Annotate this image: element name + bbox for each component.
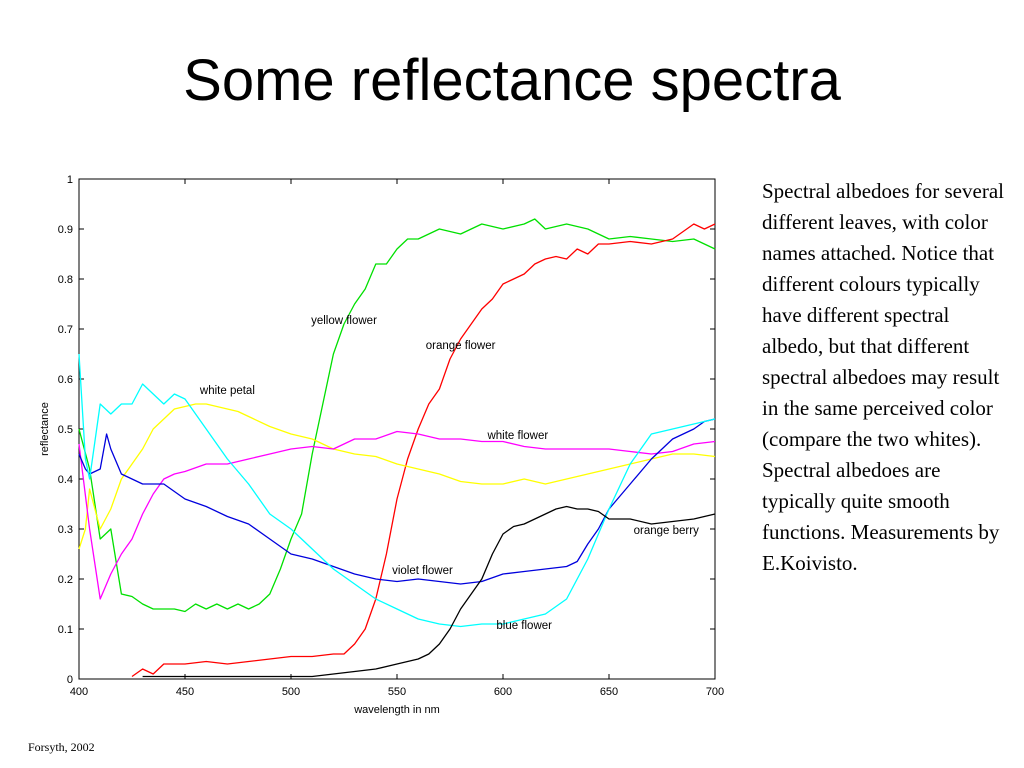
y-tick-label: 0.4 [58, 474, 73, 486]
series-line-yellow-flower [78, 218, 716, 613]
series-label-white-flower: white flower [486, 430, 548, 442]
series-line-orange-flower [131, 223, 716, 678]
y-tick-label: 0 [67, 674, 73, 686]
x-tick-label: 600 [494, 686, 512, 698]
plot-frame [78, 178, 716, 680]
x-tick-label: 450 [176, 686, 194, 698]
x-tick-label: 550 [388, 686, 406, 698]
x-tick-label: 500 [282, 686, 300, 698]
x-tick-label: 400 [70, 686, 88, 698]
series-label-orange-berry: orange berry [634, 525, 699, 537]
y-axis-label: reflectance [39, 402, 51, 456]
chart-axes: 400 450 500 550 600 650 700 0 0.1 0.2 0.3 0.4 0.5 0.6… [58, 174, 724, 698]
chart-series-labels: yellow flower orange flower white petal whi… [199, 315, 699, 632]
y-tick-label: 0.5 [58, 424, 73, 436]
series-label-yellow-flower: yellow flower [311, 315, 377, 327]
y-tick-label: 0.6 [58, 374, 73, 386]
x-tick-label: 700 [706, 686, 724, 698]
series-line-blue-flower [78, 353, 716, 628]
y-tick-label: 0.9 [58, 224, 73, 236]
series-line-violet-flower [78, 418, 716, 585]
series-label-white-petal: white petal [199, 385, 255, 397]
y-tick-label: 0.7 [58, 324, 73, 336]
slide-credit: Forsyth, 2002 [28, 740, 95, 754]
x-tick-label: 650 [600, 686, 618, 698]
reflectance-chart: 400 450 500 550 600 650 700 0 0.1 0.2 0.3 0.4 0.5 0.6… [39, 174, 724, 716]
y-tick-label: 0.3 [58, 524, 73, 536]
y-tick-label: 0.8 [58, 274, 73, 286]
slide-description: Spectral albedoes for several different … [762, 179, 1004, 575]
y-tick-label: 0.2 [58, 574, 73, 586]
series-label-blue-flower: blue flower [496, 620, 552, 632]
series-line-white-petal [78, 403, 716, 550]
series-label-orange-flower: orange flower [426, 340, 496, 352]
chart-series [78, 218, 716, 678]
x-axis-label: wavelength in nm [353, 704, 440, 716]
series-line-orange-berry [142, 505, 716, 678]
y-tick-label: 0.1 [58, 624, 73, 636]
series-line-white-flower [78, 430, 716, 600]
y-tick-label: 1 [67, 174, 73, 186]
slide-title: Some reflectance spectra [183, 48, 841, 113]
series-label-violet-flower: violet flower [392, 565, 453, 577]
